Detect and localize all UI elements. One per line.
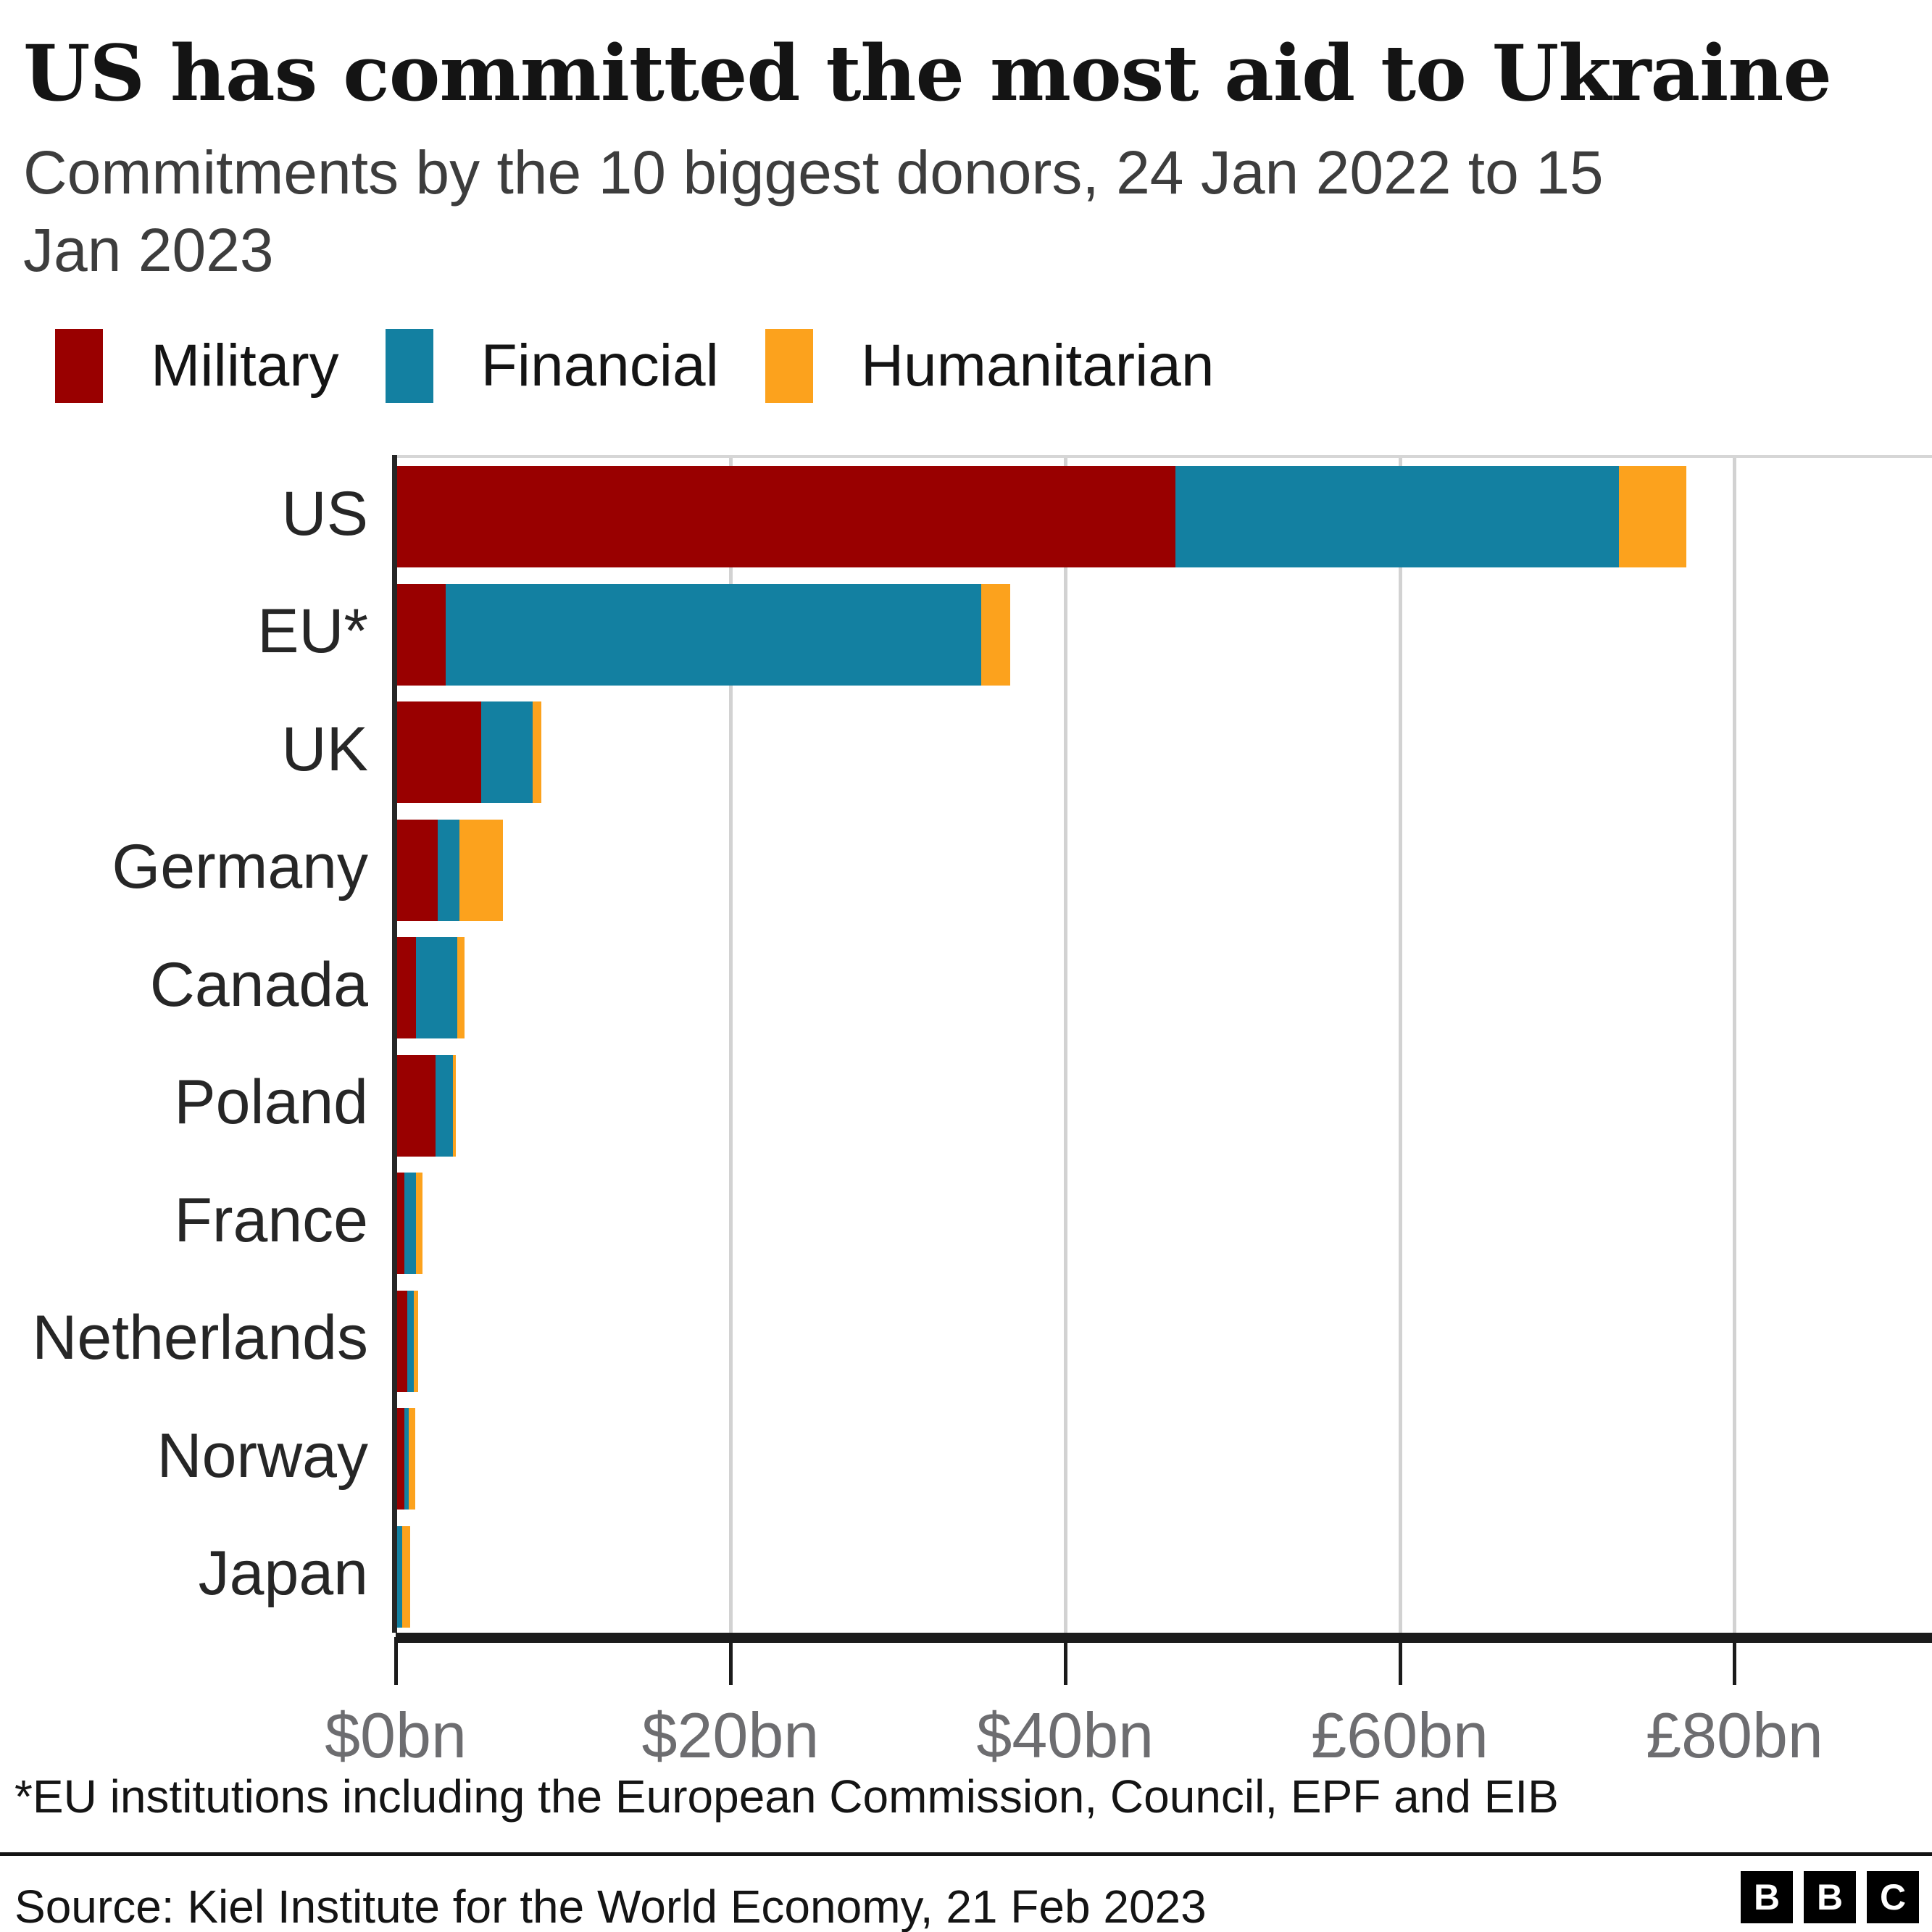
y-axis-labels: US EU* UK Germany Canada Poland France Netherla… [0,455,396,1633]
bar-segment-financial [396,1525,403,1628]
bar-segment-humanitarian [414,1290,419,1392]
bar-segment-military [396,583,446,686]
bar-segment-humanitarian [459,819,503,921]
bar-segment-humanitarian [981,583,1010,686]
footnote: *EU institutions including the European … [14,1770,1559,1823]
bar-chart: US EU* UK Germany Canada Poland France Netherla… [0,455,1932,1932]
bar-row-poland [396,1047,1932,1165]
bar-row-eu [396,576,1932,694]
stacked-bar [396,819,1932,921]
y-axis-label-norway: Norway [157,1420,368,1491]
bar-segment-humanitarian [452,1054,457,1157]
bar-segment-financial [415,937,458,1038]
x-tick-0 [394,1637,398,1685]
stacked-bar [396,1173,1932,1274]
bar-segment-financial [1175,466,1620,567]
stacked-bar [396,701,1932,803]
y-axis-label-us: US [281,478,368,549]
bar-segment-financial [480,701,533,803]
y-axis-label-netherlands: Netherlands [32,1303,368,1373]
legend-item-humanitarian: Humanitarian [765,328,1215,403]
chart-subtitle: Commitments by the 10 biggest donors, 24… [23,138,1604,285]
y-axis-label-japan: Japan [198,1538,368,1609]
stacked-bar [396,1054,1932,1157]
y-axis-label-germany: Germany [112,832,368,902]
legend-label: Military [151,332,339,399]
stacked-bar [396,937,1932,1038]
page-title: US has committed the most aid to Ukraine [23,28,1832,118]
bar-segment-humanitarian [1619,466,1686,567]
stacked-bar [396,1525,1932,1628]
bar-row-norway [396,1400,1932,1518]
bar-segment-humanitarian [457,937,465,1038]
legend-item-military: Military [55,328,339,403]
legend-item-financial: Financial [385,328,719,403]
x-tick-40 [1063,1637,1067,1685]
bar-row-canada [396,929,1932,1047]
x-tick-60 [1398,1637,1402,1685]
bbc-logo-letter-2: B [1804,1871,1856,1923]
gridline-80 [1733,458,1737,1633]
bar-segment-financial [446,583,982,686]
y-axis-label-uk: UK [281,714,368,784]
x-tick-label-20: $20bn [641,1699,820,1771]
stacked-bar [396,583,1932,686]
source-attribution: Source: Kiel Institute for the World Eco… [14,1881,1207,1932]
bar-segment-financial [404,1173,416,1274]
bar-segment-military [396,1173,404,1274]
gridline-60 [1398,458,1402,1633]
y-axis-label-canada: Canada [149,949,368,1020]
bar-segment-military [396,701,481,803]
bar-segment-military [396,466,1176,567]
plot [396,455,1932,1633]
bar-segment-humanitarian [533,701,541,803]
bar-segment-financial [437,819,459,921]
bar-row-japan [396,1518,1932,1636]
y-axis-line [392,455,397,1633]
bar-segment-financial [404,1408,409,1510]
stacked-bar [396,1408,1932,1510]
x-tick-80 [1733,1637,1737,1685]
x-axis-line [396,1633,1932,1643]
legend-label: Financial [480,332,719,399]
bbc-logo-letter-1: B [1741,1871,1793,1923]
x-tick-label-60: £60bn [1311,1699,1488,1771]
bar-row-us [396,458,1932,576]
bar-segment-military [396,937,416,1038]
stacked-bar [396,466,1932,567]
y-axis-label-poland: Poland [174,1067,368,1138]
bar-row-france [396,1165,1932,1283]
humanitarian-swatch-icon [765,328,813,403]
bar-segment-humanitarian [415,1173,422,1274]
financial-swatch-icon [385,328,433,403]
bar-row-netherlands [396,1283,1932,1401]
x-axis-ticks [394,1637,1932,1688]
legend: Military Financial Humanitarian [0,290,1932,403]
x-tick-label-40: $40bn [976,1699,1154,1771]
military-swatch-icon [55,328,103,403]
y-axis-label-eu: EU* [257,596,368,667]
legend-label: Humanitarian [860,332,1215,399]
gridline-40 [1063,458,1067,1633]
bar-segment-military [396,819,438,921]
bar-segment-financial [436,1054,453,1157]
bar-row-germany [396,812,1932,930]
stacked-bar [396,1290,1932,1392]
x-tick-20 [728,1637,733,1685]
bar-segment-military [396,1054,436,1157]
x-tick-label-80: £80bn [1646,1699,1823,1771]
x-axis-tick-labels: $0bn $20bn $40bn £60bn £80bn [325,1699,1932,1786]
bar-segment-financial [407,1290,415,1392]
y-axis-label-france: France [174,1185,368,1255]
gridline-20 [728,458,733,1633]
bar-segment-military [396,1408,404,1510]
bar-segment-humanitarian [409,1408,415,1510]
bbc-logo-letter-3: C [1867,1871,1919,1923]
bar-segment-military [396,1290,408,1392]
bar-segment-humanitarian [402,1525,410,1628]
footer-divider [0,1852,1932,1856]
bar-row-uk [396,694,1932,812]
x-tick-label-0: $0bn [325,1699,467,1771]
